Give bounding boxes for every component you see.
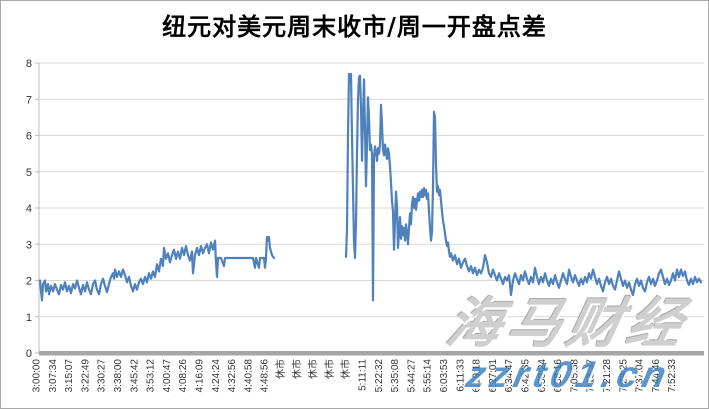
x-axis-tick-label: 5:35:08 [390,359,401,393]
x-axis-tick-label: 4:40:58 [243,359,254,393]
x-axis-tick-label: 6:58:16 [553,359,564,393]
x-axis-tick-label: 7:05:58 [569,359,580,393]
x-axis-tick-label: 休市 [323,359,336,379]
x-axis-tick-label: 3:22:49 [80,359,91,393]
x-axis-tick-label: 7:44:46 [651,359,662,393]
y-axis-tick-label: 3 [26,239,32,251]
y-axis-tick-label: 5 [26,167,32,179]
x-axis-tick-label: 休市 [339,359,352,379]
y-axis-tick-label: 6 [26,131,32,143]
x-axis-tick-label: 4:08:26 [178,359,189,393]
series-line-segment-1 [38,235,276,302]
chart-title: 纽元对美元周末收市/周一开盘点差 [162,12,547,41]
x-axis-tick-label: 3:53:12 [146,359,157,393]
y-axis-tick-label: 7 [26,94,32,106]
x-axis-tick-label: 6:11:33 [455,359,466,392]
x-axis-tick-label: 7:21:28 [602,359,613,393]
x-axis-tick-label: 6:42:35 [521,359,532,393]
x-axis-tick-label: 5:44:27 [406,359,417,393]
x-axis-tick-label: 6:19:18 [472,359,483,393]
x-axis-tick-label: 休市 [290,359,303,379]
x-axis-tick-label: 3:45:42 [129,359,140,393]
x-axis-tick-label: 4:16:09 [195,359,206,393]
x-axis-tick-label: 休市 [274,359,287,379]
y-axis-tick-label: 0 [26,348,32,360]
x-axis-tick-label: 6:27:01 [488,359,499,393]
x-axis-tick-label: 4:24:24 [211,359,222,393]
x-axis-tick-label: 5:22:32 [374,359,385,393]
x-axis-tick-label: 4:00:47 [162,359,173,393]
x-axis-tick-label: 4:32:56 [227,359,238,393]
x-axis-tick-label: 3:30:27 [97,359,108,393]
x-axis-tick-label: 7:52:33 [667,359,678,393]
x-axis-tick-label: 6:34:47 [504,359,515,393]
x-axis-tick-label: 7:37:04 [635,359,646,393]
y-axis-tick-label: 1 [26,312,32,324]
y-axis-tick-label: 8 [26,58,32,70]
y-axis-tick-label: 2 [26,276,32,288]
x-axis-tick-label: 5:11:11 [358,359,369,391]
x-axis-tick-label: 3:07:34 [48,359,59,393]
y-axis-tick-label: 4 [26,203,32,215]
x-axis-tick-label: 6:03:53 [439,359,450,393]
x-axis-tick-label: 7:29:25 [618,359,629,393]
x-axis-tick-label: 6:50:24 [537,359,548,393]
series-line-segment-2 [344,72,703,302]
x-axis-tick-label: 4:48:56 [260,359,271,393]
x-axis-tick-label: 7:13:37 [586,359,597,393]
x-axis-tick-label: 3:38:00 [113,359,124,393]
category-axis-band [39,351,704,356]
x-axis-tick-label: 休市 [307,359,320,379]
x-axis-tick-label: 5:55:14 [423,359,434,393]
x-axis-tick-label: 3:00:00 [32,359,43,393]
x-axis-tick-label: 3:15:07 [64,359,75,393]
